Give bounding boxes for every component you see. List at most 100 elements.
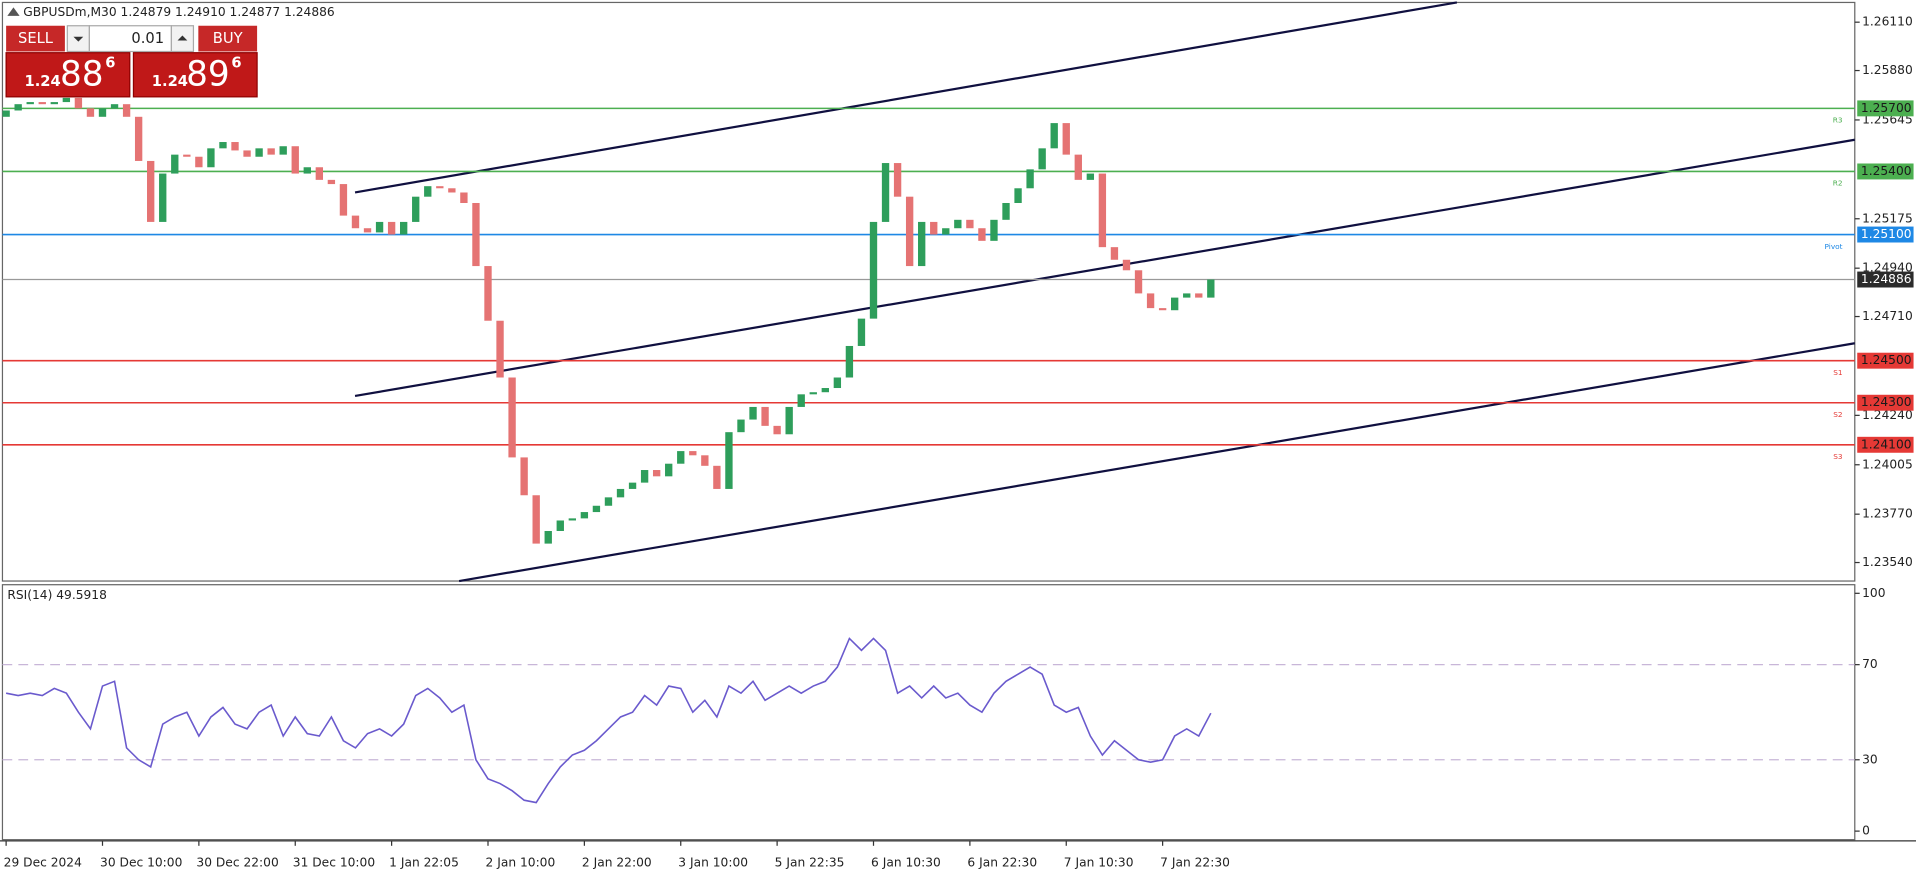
candle-body	[640, 470, 649, 483]
rsi-line	[5, 637, 1212, 804]
candle-body	[532, 495, 540, 544]
candle-body	[98, 108, 107, 117]
level-label: 1.24300	[1861, 395, 1912, 409]
channel-line	[354, 138, 1855, 398]
level-label: 1.25700	[1861, 101, 1912, 115]
candle-body	[845, 345, 854, 378]
candle-body	[604, 497, 613, 506]
y-tick-label: 100	[1862, 586, 1885, 600]
candle-body	[918, 221, 926, 267]
ask-box[interactable]	[132, 52, 258, 98]
candle-body	[243, 150, 251, 157]
candle-body	[1038, 148, 1046, 170]
candle-body	[399, 221, 408, 235]
x-tick-label: 2 Jan 10:00	[486, 855, 556, 869]
arrow-up	[177, 35, 188, 41]
symbol-header: GBPUSDm,M30 1.24879 1.24910 1.24877 1.24…	[23, 5, 335, 19]
sell-label: SELL	[18, 30, 54, 47]
rsi-title: RSI(14) 49.5918	[7, 588, 107, 602]
level-name: S3	[1833, 452, 1843, 461]
ask-mid: 89	[186, 54, 230, 94]
lot-input[interactable]	[88, 25, 173, 53]
x-tick-label: 31 Dec 10:00	[293, 855, 375, 869]
y-tick-label: 1.25880	[1862, 63, 1913, 77]
candle-body	[1086, 173, 1095, 180]
candle-body	[26, 102, 34, 105]
candle-body	[50, 102, 58, 105]
candle-body	[1014, 188, 1022, 203]
candle-body	[1146, 293, 1155, 309]
candle-body	[1122, 259, 1131, 271]
candle-body	[1002, 202, 1010, 220]
channel-line	[354, 1, 1458, 194]
y-tick-label: 1.24710	[1862, 309, 1913, 323]
level-label-bg	[1857, 436, 1914, 453]
candle-body	[279, 146, 287, 155]
candle-body	[147, 160, 155, 222]
candle-body	[905, 196, 914, 267]
candle-body	[38, 102, 46, 105]
y-tick-label: 0	[1862, 824, 1870, 838]
candle-body	[942, 228, 950, 235]
candle-body	[701, 455, 709, 466]
candle-body	[363, 228, 372, 233]
rsi-layer: 0 30 70 100 RSI(14) 49.5918	[2, 586, 1886, 838]
trade-panel: SELL 0.01 BUY 1.24 88 6 1.24 89 6	[5, 25, 258, 98]
candle-body	[785, 406, 793, 435]
level-name: S2	[1833, 410, 1842, 419]
candle-body	[761, 406, 769, 426]
candle-body	[628, 482, 637, 489]
candle-body	[580, 512, 589, 519]
candle-body	[725, 432, 733, 489]
y-tick-label: 1.24940	[1862, 261, 1913, 275]
candle-body	[1207, 279, 1215, 298]
candle-body	[592, 505, 601, 513]
candle-body	[159, 173, 167, 222]
header-icon	[7, 7, 20, 16]
candle-body	[737, 419, 745, 433]
x-tick-label: 30 Dec 22:00	[196, 855, 278, 869]
candle-body	[472, 202, 480, 267]
y-tick-label: 1.23540	[1862, 555, 1913, 569]
candle-body	[1134, 270, 1143, 294]
bid-big: 1.24	[24, 73, 60, 90]
candle-body	[544, 530, 552, 544]
candle-body	[231, 142, 239, 151]
ask-sup: 6	[231, 55, 241, 72]
candle-body	[424, 186, 432, 197]
bid-mid: 88	[60, 54, 104, 94]
candle-body	[327, 179, 336, 185]
candle-body	[797, 394, 805, 407]
candle-body	[134, 116, 143, 161]
candle-body	[195, 156, 203, 168]
candle-body	[448, 188, 456, 193]
level-label-bg	[1857, 163, 1914, 180]
candle-body	[677, 451, 685, 464]
candle-body	[713, 465, 721, 489]
candle-body	[881, 163, 890, 222]
level-label: 1.25400	[1861, 164, 1912, 178]
candle-body	[110, 104, 119, 109]
candle-body	[966, 219, 974, 229]
candle-body	[809, 392, 817, 395]
candle-body	[773, 425, 781, 435]
candle-body	[1062, 123, 1070, 155]
candle-body	[616, 488, 625, 498]
candle-body	[978, 228, 986, 241]
bid-box[interactable]	[5, 52, 131, 98]
candle-body	[749, 406, 757, 420]
level-label: 1.24886	[1861, 272, 1912, 286]
x-tick-label: 1 Jan 22:05	[389, 855, 459, 869]
candle-body	[484, 266, 492, 321]
candle-body	[183, 154, 191, 157]
sell-button[interactable]	[6, 25, 65, 52]
level-label-bg	[1857, 226, 1914, 243]
candle-body	[556, 520, 564, 531]
candle-body	[930, 221, 938, 235]
x-tick-label: 2 Jan 22:00	[582, 855, 652, 869]
level-label: 1.25100	[1861, 227, 1912, 241]
buy-button[interactable]	[198, 25, 258, 52]
candle-body	[508, 377, 516, 458]
